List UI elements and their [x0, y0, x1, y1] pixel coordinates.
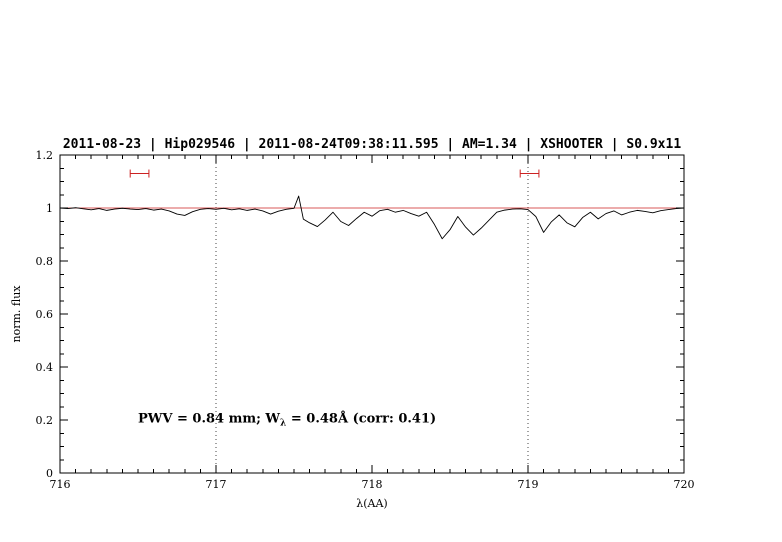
y-tick-label: 0.4 — [36, 361, 54, 374]
y-tick-label: 0.6 — [36, 308, 54, 321]
pwv-annotation: PWV = 0.84 mm; Wλ = 0.48Å (corr: 0.41) — [138, 411, 436, 429]
plot-layer: 716 717 718 719 720 0 0.2 0.4 0.6 0.8 1 1.2 — [36, 149, 695, 491]
annotation-sub-lambda: λ — [280, 419, 286, 429]
chart-title: 2011-08-23 | Hip029546 | 2011-08-24T09:3… — [63, 137, 681, 152]
annotation-part1: PWV = 0.84 mm; W — [138, 412, 280, 427]
x-tick-label: 720 — [674, 478, 695, 491]
x-tick-label: 717 — [206, 478, 227, 491]
y-axis-label: norm. flux — [10, 285, 23, 343]
y-tick-label: 1 — [46, 202, 53, 215]
y-tick-label: 0 — [46, 467, 53, 480]
x-tick-label: 716 — [50, 478, 71, 491]
spectrum-line — [59, 195, 685, 240]
x-tick-label: 719 — [518, 478, 539, 491]
y-tick-label: 0.8 — [36, 255, 54, 268]
y-tick-label: 0.2 — [36, 414, 54, 427]
x-axis-label: λ(AA) — [356, 497, 387, 510]
x-tick-label: 718 — [362, 478, 383, 491]
y-tick-label: 1.2 — [36, 149, 54, 162]
annotation-part2: = 0.48Å (corr: 0.41) — [286, 411, 436, 427]
